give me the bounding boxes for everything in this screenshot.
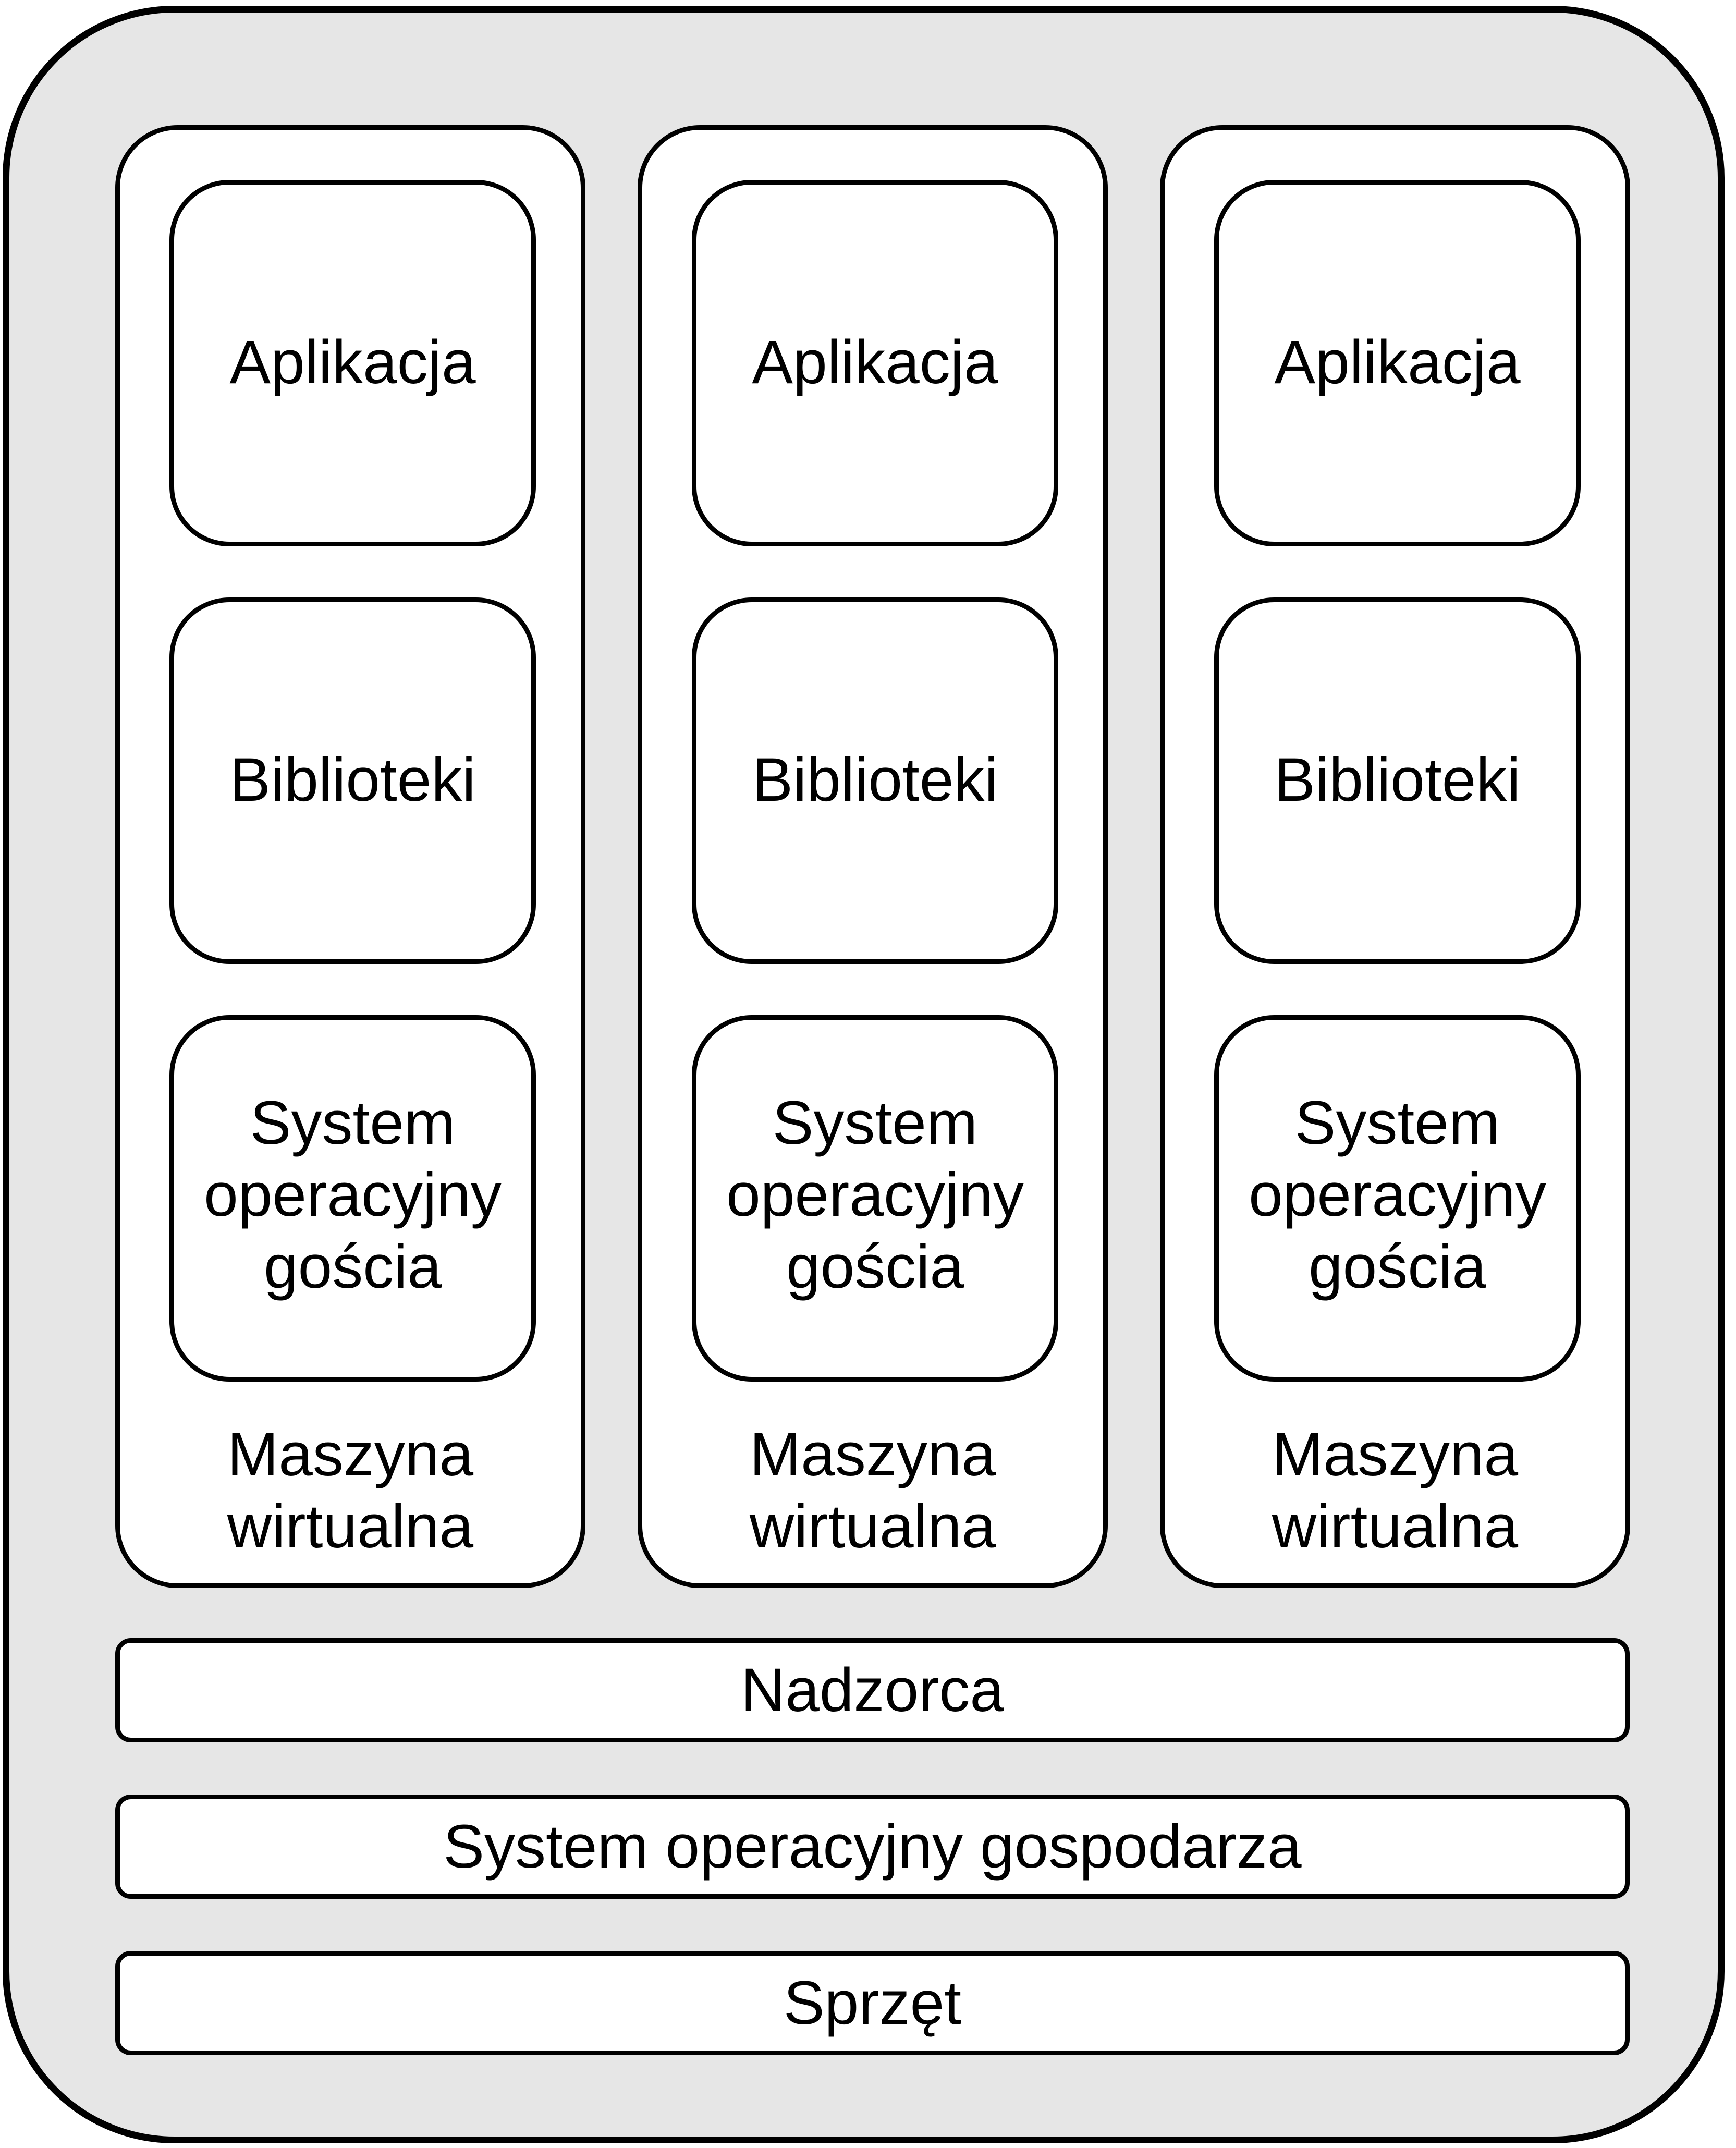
vm3-label: Maszyna wirtualna — [1272, 1420, 1519, 1561]
vm1-label: Maszyna wirtualna — [227, 1420, 474, 1561]
vm1-guest-os-box: System operacyjny gościa — [169, 1015, 536, 1382]
hypervisor-layer: Nadzorca — [115, 1638, 1630, 1742]
virtualization-stack-diagram: Aplikacja Biblioteki System operacyjny g… — [3, 6, 1725, 2143]
vm3-application-label: Aplikacja — [1274, 327, 1521, 397]
vm1-libraries-box: Biblioteki — [169, 597, 536, 964]
virtual-machine-2: Aplikacja Biblioteki System operacyjny g… — [638, 125, 1108, 1588]
vm2-libraries-label: Biblioteki — [752, 745, 998, 814]
vm3-libraries-label: Biblioteki — [1274, 745, 1521, 814]
vm1-application-box: Aplikacja — [169, 180, 536, 546]
vm3-guest-os-box: System operacyjny gościa — [1214, 1015, 1581, 1382]
vm2-libraries-box: Biblioteki — [692, 597, 1058, 964]
host-os-label: System operacyjny gospodarza — [443, 1812, 1302, 1881]
vm2-application-label: Aplikacja — [752, 327, 998, 397]
vm2-label: Maszyna wirtualna — [749, 1420, 996, 1561]
vm1-application-label: Aplikacja — [229, 327, 476, 397]
vm2-guest-os-label: System operacyjny gościa — [726, 1088, 1024, 1301]
vm3-guest-os-label: System operacyjny gościa — [1249, 1088, 1546, 1301]
vm2-application-box: Aplikacja — [692, 180, 1058, 546]
hardware-label: Sprzęt — [783, 1969, 962, 2037]
vm3-libraries-box: Biblioteki — [1214, 597, 1581, 964]
hypervisor-label: Nadzorca — [740, 1656, 1004, 1725]
vm1-guest-os-label: System operacyjny gościa — [204, 1088, 502, 1301]
host-os-layer: System operacyjny gospodarza — [115, 1795, 1630, 1899]
vm1-libraries-label: Biblioteki — [229, 745, 476, 814]
vm2-guest-os-box: System operacyjny gościa — [692, 1015, 1058, 1382]
virtual-machine-3: Aplikacja Biblioteki System operacyjny g… — [1160, 125, 1630, 1588]
virtual-machine-1: Aplikacja Biblioteki System operacyjny g… — [115, 125, 585, 1588]
vm3-application-box: Aplikacja — [1214, 180, 1581, 546]
hardware-layer: Sprzęt — [115, 1951, 1630, 2055]
